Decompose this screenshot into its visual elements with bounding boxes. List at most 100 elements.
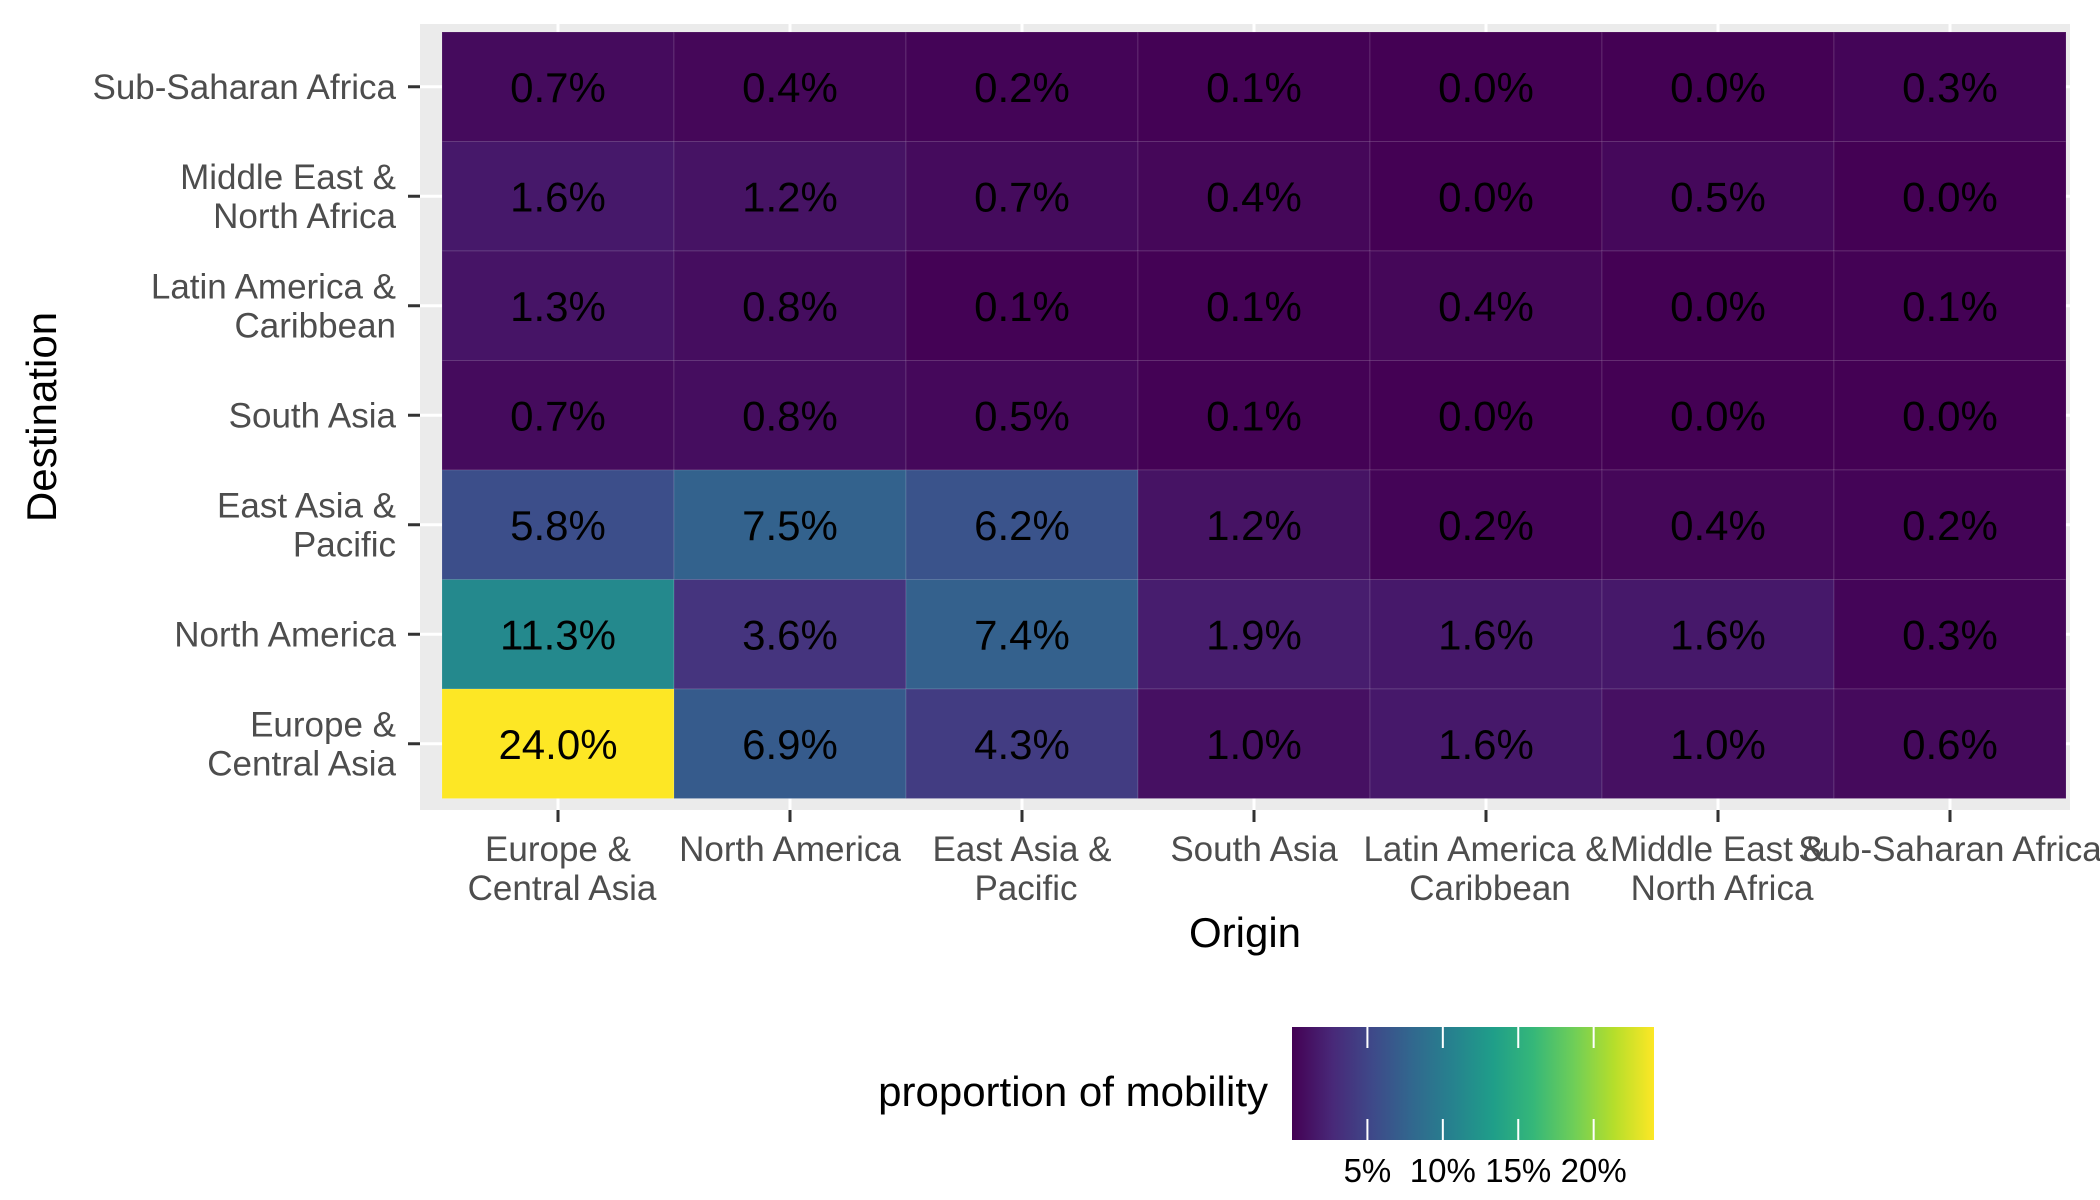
heatmap-cell (673, 688, 907, 799)
cell-value-label: 0.3% (1902, 611, 1998, 658)
cell-value-label: 1.0% (1206, 721, 1302, 768)
heatmap-cell (673, 360, 907, 471)
cell-value-label: 0.1% (1206, 283, 1302, 330)
cell-value-label: 0.2% (974, 64, 1070, 111)
y-axis: Sub-Saharan Africa Middle East & North Afr… (92, 68, 420, 783)
heatmap-cell (1601, 360, 1835, 471)
heatmap-cell (441, 141, 675, 252)
heatmap-cell (441, 469, 675, 580)
heatmap-cell (673, 31, 907, 142)
cell-value-label: 1.6% (1438, 721, 1534, 768)
cell-value-label: 0.2% (1902, 502, 1998, 549)
heatmap-cell (905, 250, 1139, 361)
cell-value-label: 7.4% (974, 611, 1070, 658)
heatmap-cell (1833, 579, 2067, 690)
heatmap-cell (1833, 31, 2067, 142)
y-tick-label: East Asia & Pacific (217, 486, 396, 564)
cell-value-label: 1.9% (1206, 611, 1302, 658)
cell-value-label: 6.9% (742, 721, 838, 768)
heatmap-cell (905, 469, 1139, 580)
cell-value-label: 0.0% (1670, 64, 1766, 111)
heatmap-cell (441, 688, 675, 799)
heatmap-cell (1833, 250, 2067, 361)
cell-value-label: 11.3% (500, 611, 616, 658)
heatmap-cell (1601, 250, 1835, 361)
cell-value-label: 0.0% (1438, 392, 1534, 439)
heatmap-cell (1369, 469, 1603, 580)
x-tick-label: Sub-Saharan Africa (1798, 830, 2100, 869)
heatmap-cell (673, 250, 907, 361)
heatmap-cell (1137, 31, 1371, 142)
cell-value-label: 3.6% (742, 611, 838, 658)
cell-value-label: 0.4% (1670, 502, 1766, 549)
cell-value-label: 0.0% (1902, 173, 1998, 220)
heatmap-cell (1601, 31, 1835, 142)
heatmap-cell (1137, 579, 1371, 690)
legend-colorbar (1292, 1027, 1654, 1140)
y-tick-label: Sub-Saharan Africa (92, 68, 396, 107)
cell-value-label: 1.0% (1670, 721, 1766, 768)
cell-value-label: 0.6% (1902, 721, 1998, 768)
legend-tick-label: 15% (1485, 1152, 1551, 1189)
cell-value-label: 1.6% (1438, 611, 1534, 658)
heatmap-cells (441, 31, 2067, 799)
cell-value-label: 0.5% (974, 392, 1070, 439)
x-tick-label: South Asia (1170, 830, 1338, 869)
cell-value-label: 5.8% (510, 502, 606, 549)
x-tick-label: Europe & Central Asia (468, 830, 657, 908)
heatmap-cell (905, 360, 1139, 471)
cell-labels: 0.7% 0.4% 0.2% 0.1% 0.0% 0.0% 0.3% 1.6% 1.2% 0.7%… (498, 64, 1997, 768)
y-tick-label: Europe & Central Asia (207, 705, 396, 783)
heatmap-cell (1601, 141, 1835, 252)
x-axis-title: Origin (1189, 909, 1301, 956)
heatmap-cell (1601, 688, 1835, 799)
legend-ticks: 5% 10% 15% 20% (1344, 1027, 1627, 1189)
cell-value-label: 0.0% (1670, 283, 1766, 330)
heatmap-cell (441, 31, 675, 142)
heatmap-cell (1833, 141, 2067, 252)
y-tick-label: Latin America & Caribbean (151, 267, 396, 345)
legend-title: proportion of mobility (878, 1068, 1268, 1115)
y-tick-label: Middle East & North Africa (180, 158, 396, 236)
heatmap-cell (1137, 141, 1371, 252)
heatmap-cell (1833, 360, 2067, 471)
x-tick-label: Middle East & North Africa (1610, 830, 1826, 908)
heatmap-cell (1601, 579, 1835, 690)
heatmap-cell (1369, 250, 1603, 361)
heatmap-cell (441, 579, 675, 690)
cell-value-label: 0.4% (742, 64, 838, 111)
heatmap-cell (673, 579, 907, 690)
heatmap-cell (441, 250, 675, 361)
cell-value-label: 0.4% (1206, 173, 1302, 220)
cell-value-label: 0.0% (1902, 392, 1998, 439)
heatmap-cell (1601, 469, 1835, 580)
cell-value-label: 0.5% (1670, 173, 1766, 220)
heatmap-cell (905, 31, 1139, 142)
heatmap-cell (1369, 360, 1603, 471)
heatmap-cell (1833, 688, 2067, 799)
x-tick-label: East Asia & Pacific (933, 830, 1112, 908)
legend-tick-label: 5% (1344, 1152, 1392, 1189)
cell-value-label: 1.3% (510, 283, 606, 330)
heatmap-cell (673, 469, 907, 580)
cell-value-label: 24.0% (498, 721, 617, 768)
cell-value-label: 1.2% (1206, 502, 1302, 549)
cell-value-label: 6.2% (974, 502, 1070, 549)
cell-value-label: 1.6% (510, 173, 606, 220)
heatmap-cell (905, 579, 1139, 690)
cell-value-label: 0.7% (974, 173, 1070, 220)
cell-value-label: 4.3% (974, 721, 1070, 768)
cell-value-label: 0.3% (1902, 64, 1998, 111)
x-tick-label: Latin America & Caribbean (1363, 830, 1608, 908)
x-axis: Europe & Central Asia North America East As… (468, 810, 2100, 908)
cell-value-label: 0.7% (510, 64, 606, 111)
cell-value-label: 0.8% (742, 392, 838, 439)
y-tick-label: South Asia (229, 396, 397, 435)
heatmap-cell (441, 360, 675, 471)
cell-value-label: 0.0% (1670, 392, 1766, 439)
x-tick-label: North America (679, 830, 901, 869)
cell-value-label: 1.2% (742, 173, 838, 220)
cell-value-label: 0.1% (1206, 392, 1302, 439)
cell-value-label: 1.6% (1670, 611, 1766, 658)
